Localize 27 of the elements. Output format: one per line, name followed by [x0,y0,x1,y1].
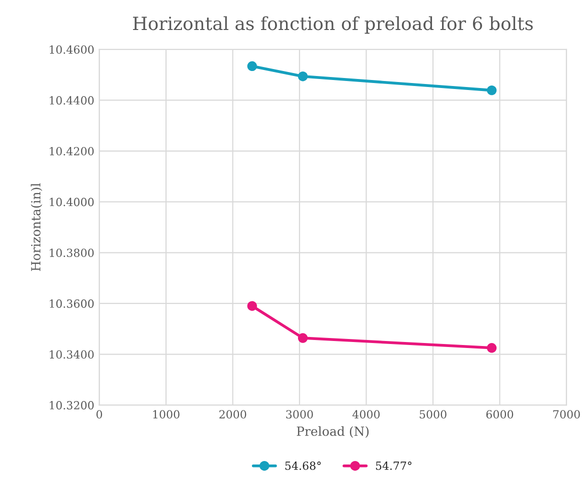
point [298,71,308,82]
x-tick-label: 2000 [219,410,246,419]
x-tick-label: 3000 [286,410,313,419]
point [247,61,257,72]
legend-label: 54.77° [376,462,412,470]
y-tick-label: 10.4600 [50,45,94,54]
y-tick-label: 10.3400 [50,350,94,359]
x-tick-label: 7000 [553,410,580,419]
x-tick-label: 1000 [153,410,180,419]
y-tick-label: 10.3200 [50,401,94,410]
point [247,301,257,311]
y-tick-label: 10.3600 [50,299,94,308]
y-axis-title: Horizonta(in)l [30,183,42,271]
chart-title: Horizontal as fonction of preload for 6 bolts [133,16,533,34]
legend-label: 54.68° [285,462,321,470]
x-tick-label: 5000 [420,410,446,419]
y-tick-label: 10.3800 [50,248,94,258]
y-tick-label: 10.4000 [50,198,94,206]
x-tick-label: 4000 [352,410,380,419]
y-tick-label: 10.4200 [50,147,94,156]
point [298,333,308,343]
x-axis-title: Preload (N) [296,426,369,438]
x-tick-label: 6000 [486,410,514,419]
point [486,343,497,353]
x-tick-label: 0 [96,410,102,419]
point [486,85,497,96]
y-tick-label: 10.4400 [50,96,94,105]
